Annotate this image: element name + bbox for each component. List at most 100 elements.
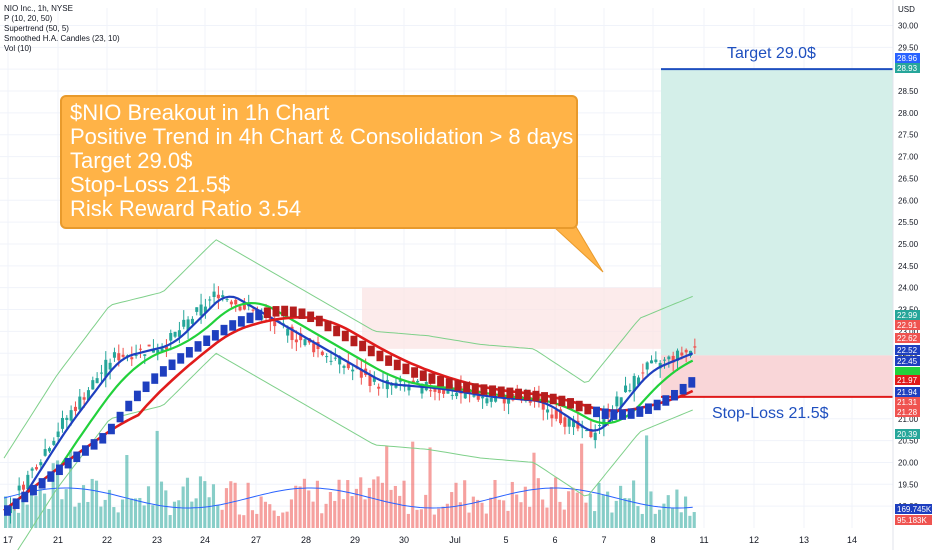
volume-bar xyxy=(675,489,679,528)
ha-candle xyxy=(194,341,202,352)
candle-body xyxy=(684,349,688,353)
ha-candle xyxy=(558,395,566,407)
candle-body xyxy=(251,309,255,311)
volume-bar xyxy=(255,513,259,528)
candle-body xyxy=(238,306,242,311)
candle-body xyxy=(615,396,619,407)
candle-body xyxy=(147,344,151,347)
candle-body xyxy=(598,425,602,427)
price-badge xyxy=(895,53,920,63)
candle-body xyxy=(112,352,116,358)
volume-bar xyxy=(523,486,527,528)
volume-bar xyxy=(220,509,224,528)
volume-bar xyxy=(658,509,662,528)
candle-body xyxy=(39,462,43,466)
volume-bar xyxy=(580,443,584,528)
volume-bar xyxy=(671,507,675,528)
candle-body xyxy=(104,359,108,378)
price-badge xyxy=(895,333,920,343)
volume-bar xyxy=(12,498,16,528)
candle-body xyxy=(34,467,39,470)
callout-line: Risk Reward Ratio 3.54 xyxy=(70,196,302,221)
volume-bar xyxy=(632,480,636,528)
ha-candle xyxy=(324,320,332,332)
candle-body xyxy=(372,377,376,382)
time-tick-label: 27 xyxy=(251,535,261,545)
ha-candle xyxy=(653,399,661,411)
price-badge xyxy=(895,397,920,407)
volume-bar xyxy=(155,430,159,528)
volume-bar xyxy=(346,480,350,528)
candle-body xyxy=(78,396,82,410)
volume-bar xyxy=(519,502,523,528)
candle-body xyxy=(416,380,420,383)
volume-bar xyxy=(164,490,168,528)
volume-bar xyxy=(324,503,328,528)
volume-bar xyxy=(666,495,670,528)
candle-body xyxy=(186,319,190,331)
volume-bar xyxy=(29,489,34,528)
candle-body xyxy=(203,306,207,313)
volume-bar xyxy=(281,512,285,528)
volume-bar xyxy=(640,513,644,528)
price-badge-label: 21.31 xyxy=(897,398,918,407)
volume-bar xyxy=(307,490,311,528)
volume-bar xyxy=(8,511,12,528)
volume-bar xyxy=(376,476,380,528)
price-badge xyxy=(895,356,920,366)
price-tick-label: 20.50 xyxy=(898,437,919,446)
candle-body xyxy=(628,390,632,392)
volume-bar xyxy=(302,478,306,528)
candle-body xyxy=(21,484,26,490)
volume-bar xyxy=(393,485,397,528)
ha-candle xyxy=(359,340,367,352)
ha-candle xyxy=(281,305,289,317)
candle-body xyxy=(442,389,446,394)
candle-body xyxy=(312,343,316,353)
ha-candle xyxy=(567,398,574,409)
volume-bar xyxy=(34,496,38,528)
price-tick-label: 23.00 xyxy=(898,327,919,336)
volume-bar xyxy=(77,502,81,528)
volume-bar xyxy=(562,509,566,528)
ha-candle xyxy=(688,377,696,388)
time-tick-label: Jul xyxy=(449,535,461,545)
ha-candle xyxy=(385,355,393,366)
candle-body xyxy=(602,413,606,427)
volume-bar xyxy=(99,506,103,528)
volume-bar xyxy=(237,514,242,528)
candle-body xyxy=(299,333,303,341)
candle-body xyxy=(437,389,441,394)
candle-body xyxy=(650,360,654,364)
ha-candle xyxy=(125,400,133,412)
candle-body xyxy=(481,396,485,399)
volume-bar xyxy=(146,486,151,528)
candle-body xyxy=(99,372,103,374)
candle-body xyxy=(333,357,337,359)
volume-bar xyxy=(363,499,367,528)
volume-bar xyxy=(86,501,90,528)
volume-bar xyxy=(194,498,198,528)
volume-bar xyxy=(133,498,138,528)
candle-body xyxy=(658,362,662,369)
candle-body xyxy=(338,356,342,365)
volume-bar xyxy=(172,501,177,528)
candle-body xyxy=(320,351,324,355)
volume-bar xyxy=(233,482,237,528)
candle-body xyxy=(446,389,450,394)
volume-bar xyxy=(90,478,94,528)
ha-candle xyxy=(159,366,167,377)
volume-bar xyxy=(415,509,419,528)
ha-candle xyxy=(73,451,81,463)
volume-bar xyxy=(567,491,571,528)
volume-bar xyxy=(614,500,618,528)
price-badge-label: 169.745K xyxy=(897,505,932,514)
price-tick-label: 24.00 xyxy=(898,284,919,293)
volume-bar xyxy=(493,479,497,528)
price-badge-label: 21.28 xyxy=(897,408,918,417)
time-tick-label: 23 xyxy=(152,535,162,545)
volume-bar xyxy=(406,513,410,528)
target-zone xyxy=(661,69,893,356)
volume-bar xyxy=(229,481,233,528)
